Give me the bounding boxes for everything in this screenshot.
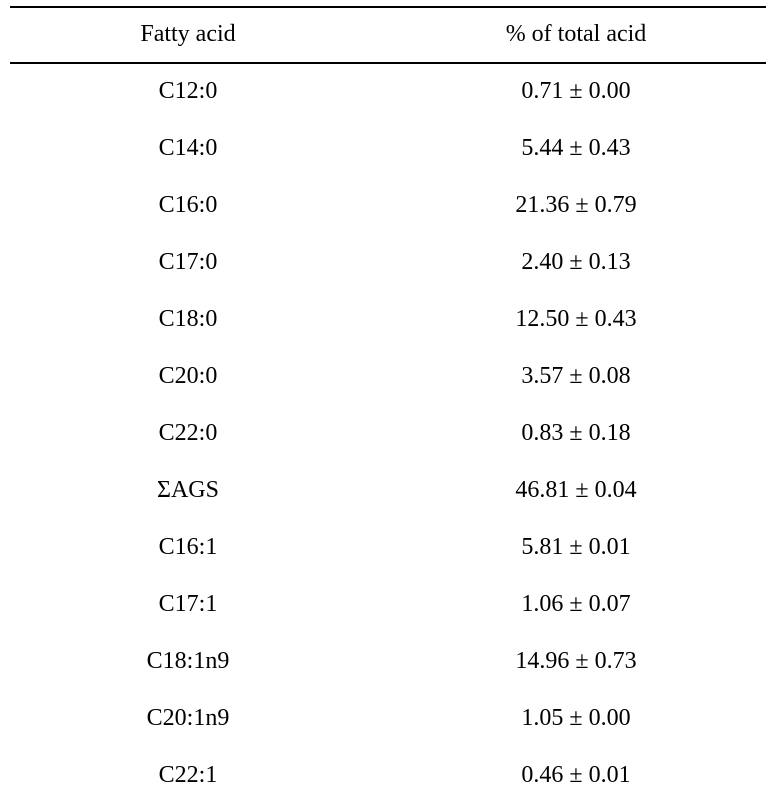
table-header-rule xyxy=(10,62,766,64)
fatty-acid-cell: C14:0 xyxy=(158,135,218,161)
table-body: C12:0 0.71 ± 0.00 C14:0 5.44 ± 0.43 C16:… xyxy=(0,64,766,805)
table-row: C16:0 21.36 ± 0.79 xyxy=(0,178,766,235)
fatty-acid-cell: C17:1 xyxy=(158,591,218,617)
table-row: C14:0 5.44 ± 0.43 xyxy=(0,121,766,178)
fatty-acid-cell: C17:0 xyxy=(158,249,218,275)
table-row: C17:1 1.06 ± 0.07 xyxy=(0,577,766,634)
table-row: C16:1 5.81 ± 0.01 xyxy=(0,520,766,577)
table-row: C17:0 2.40 ± 0.13 xyxy=(0,235,766,292)
table-header-row: Fatty acid % of total acid xyxy=(0,8,766,62)
header-fatty-acid: Fatty acid xyxy=(140,21,236,47)
table-row: C18:0 12.50 ± 0.43 xyxy=(0,292,766,349)
percent-cell: 2.40 ± 0.13 xyxy=(521,249,631,275)
table-row: C18:1n9 14.96 ± 0.73 xyxy=(0,634,766,691)
percent-cell: 0.71 ± 0.00 xyxy=(521,78,631,104)
fatty-acid-cell: C12:0 xyxy=(158,78,218,104)
table-row: C20:0 3.57 ± 0.08 xyxy=(0,349,766,406)
fatty-acid-cell: C16:0 xyxy=(158,192,218,218)
fatty-acid-cell: C22:0 xyxy=(158,420,218,446)
percent-cell: 0.46 ± 0.01 xyxy=(521,762,631,788)
fatty-acid-cell: C18:0 xyxy=(158,306,218,332)
percent-cell: 46.81 ± 0.04 xyxy=(515,477,637,503)
table-row: ΣAGS 46.81 ± 0.04 xyxy=(0,463,766,520)
percent-cell: 1.05 ± 0.00 xyxy=(521,705,631,731)
percent-cell: 21.36 ± 0.79 xyxy=(515,192,637,218)
table-top-rule xyxy=(10,6,766,8)
percent-cell: 3.57 ± 0.08 xyxy=(521,363,631,389)
fatty-acid-cell: C22:1 xyxy=(158,762,218,788)
fatty-acid-cell: C16:1 xyxy=(158,534,218,560)
percent-cell: 5.81 ± 0.01 xyxy=(521,534,631,560)
table-row: C12:0 0.71 ± 0.00 xyxy=(0,64,766,121)
table-row: C22:0 0.83 ± 0.18 xyxy=(0,406,766,463)
table-row: C22:1 0.46 ± 0.01 xyxy=(0,748,766,805)
table-row: C20:1n9 1.05 ± 0.00 xyxy=(0,691,766,748)
fatty-acid-cell: C18:1n9 xyxy=(146,648,230,674)
fatty-acid-cell: C20:0 xyxy=(158,363,218,389)
percent-cell: 14.96 ± 0.73 xyxy=(515,648,637,674)
percent-cell: 12.50 ± 0.43 xyxy=(515,306,637,332)
header-percent-total-acid: % of total acid xyxy=(505,21,647,47)
percent-cell: 5.44 ± 0.43 xyxy=(521,135,631,161)
percent-cell: 1.06 ± 0.07 xyxy=(521,591,631,617)
percent-cell: 0.83 ± 0.18 xyxy=(521,420,631,446)
fatty-acid-cell: C20:1n9 xyxy=(146,705,230,731)
fatty-acid-cell: ΣAGS xyxy=(157,477,219,503)
